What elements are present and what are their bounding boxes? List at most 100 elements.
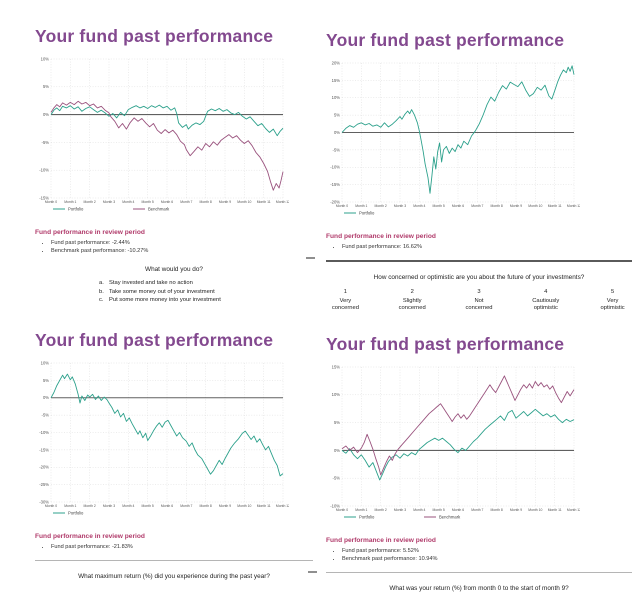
panel-bottom-right: Your fund past performance Month 0 Month … [326,334,632,592]
scale-2-number: 2 [410,289,414,295]
scale-option-3[interactable]: 3 Not concerned [460,289,499,312]
scale-2-label-line1: Slightly [402,297,422,304]
svg-text:15%: 15% [332,78,341,83]
section-heading: Fund performance in review period [35,533,145,540]
bullet-benchmark-performance: Benchmark past performance: -10.27% [51,248,313,254]
svg-text:10%: 10% [41,56,50,61]
svg-text:Month 10: Month 10 [528,508,542,512]
svg-text:Month 10: Month 10 [528,204,542,208]
option-a-letter: a. [99,280,104,286]
svg-text:-5%: -5% [333,476,341,481]
svg-text:Month 0: Month 0 [45,200,57,204]
section-heading: Fund performance in review period [326,537,436,544]
option-b[interactable]: b. Take some money out of your investment [99,289,313,295]
performance-bullet-list: Fund past performance: 5.52% Benchmark p… [342,548,632,562]
option-b-text: Take some money out of your investment [109,288,215,295]
svg-text:Month 11: Month 11 [548,204,562,208]
section-divider [35,560,313,561]
scale-5-label-line1: Very [606,297,619,304]
page-title: Your fund past performance [326,334,565,354]
svg-text:Month 2: Month 2 [375,204,387,208]
svg-text:Month 11: Month 11 [257,504,271,508]
svg-text:Month 0: Month 0 [45,504,57,508]
svg-text:Month 9: Month 9 [219,200,231,204]
scale-1-number: 1 [343,289,348,295]
section-heading: Fund performance in review period [326,233,436,240]
scale-1-label-line2: concerned [331,304,359,311]
svg-text:0%: 0% [334,130,340,135]
scale-option-4[interactable]: 4 Cautiously optimistic [526,289,565,312]
svg-text:-10%: -10% [39,168,49,173]
svg-text:15%: 15% [332,364,341,369]
svg-text:-20%: -20% [39,465,49,470]
svg-text:Month 0: Month 0 [336,508,348,512]
svg-text:5%: 5% [43,84,49,89]
scale-option-2[interactable]: 2 Slightly concerned [393,289,432,312]
svg-text:Portfolio: Portfolio [359,515,375,520]
option-b-letter: b. [99,288,104,295]
svg-text:Month 3: Month 3 [103,200,115,204]
svg-text:Month 9: Month 9 [219,504,231,508]
svg-text:Month 7: Month 7 [180,504,192,508]
svg-text:Month 2: Month 2 [375,508,387,512]
page-edge-dash [306,257,315,259]
svg-text:Month 12: Month 12 [567,508,580,512]
svg-text:Month 4: Month 4 [413,204,425,208]
scale-5-number: 5 [610,289,615,295]
svg-text:5%: 5% [43,378,49,383]
option-a[interactable]: a. Stay invested and take no action [99,280,313,286]
svg-text:Benchmark: Benchmark [148,207,170,212]
svg-text:Month 4: Month 4 [413,508,425,512]
svg-text:-15%: -15% [39,195,49,200]
svg-text:-5%: -5% [333,147,341,152]
page-title: Your fund past performance [326,30,565,50]
svg-text:Portfolio: Portfolio [68,511,84,516]
svg-text:Month 8: Month 8 [491,204,503,208]
fund-performance-chart: Month 0 Month 1 Month 2 Month 3 Month 4 Month… [39,360,289,516]
svg-text:Month 11: Month 11 [548,508,562,512]
svg-text:Month 9: Month 9 [510,508,522,512]
bullet-fund-performance: Fund past performance: 5.52% [342,548,632,554]
scale-option-1[interactable]: 1 Very concerned [326,289,365,312]
question-text: What was your return (%) from month 0 to… [389,585,569,592]
svg-text:Month 10: Month 10 [237,200,251,204]
option-c-text: Put some more money into your investment [109,297,221,303]
question-text: How concerned or optimistic are you abou… [373,274,585,281]
panel-bottom-left: Your fund past performance Month 0 Month … [35,330,313,580]
svg-text:Month 9: Month 9 [510,204,522,208]
svg-text:Month 7: Month 7 [180,200,192,204]
bullet-fund-performance: Fund past performance: -2.44% [51,240,313,246]
svg-text:-10%: -10% [330,165,340,170]
svg-text:Month 6: Month 6 [161,200,173,204]
performance-bullet-list: Fund past performance: -2.44% Benchmark … [51,240,313,254]
svg-text:0%: 0% [43,395,49,400]
scale-2-label-line2: concerned [398,304,426,311]
svg-text:Month 1: Month 1 [64,200,76,204]
panel-top-left: Your fund past performance Month 0 Month … [35,26,313,306]
svg-text:20%: 20% [332,60,341,65]
fund-performance-chart: Month 0 Month 1 Month 2 Month 3 Month 4 Month… [330,60,580,216]
bullet-fund-performance: Fund past performance: -21.83% [51,544,313,550]
svg-text:Month 8: Month 8 [491,508,503,512]
svg-text:Month 2: Month 2 [84,200,96,204]
option-c[interactable]: c. Put some more money into your investme… [99,297,313,303]
option-a-text: Stay invested and take no action [109,280,193,286]
likert-scale: 1 Very concerned 2 Slightly concerned 3 … [326,289,632,312]
panel-top-right: Your fund past performance Month 0 Month … [326,30,632,312]
svg-text:Month 7: Month 7 [471,204,483,208]
scale-option-5[interactable]: 5 Very optimistic [593,289,632,312]
svg-text:Month 5: Month 5 [433,508,445,512]
svg-text:Month 5: Month 5 [142,200,154,204]
svg-text:-15%: -15% [39,447,49,452]
page-title: Your fund past performance [35,330,274,350]
svg-text:Month 12: Month 12 [567,204,580,208]
question-text: What would you do? [145,266,203,273]
svg-text:-15%: -15% [330,182,340,187]
svg-text:Month 6: Month 6 [161,504,173,508]
svg-text:Month 10: Month 10 [237,504,251,508]
section-divider [326,572,632,573]
question-text: What maximum return (%) did you experien… [78,573,270,580]
svg-text:Portfolio: Portfolio [359,211,375,216]
page-title: Your fund past performance [35,26,274,46]
scale-4-number: 4 [544,289,548,295]
